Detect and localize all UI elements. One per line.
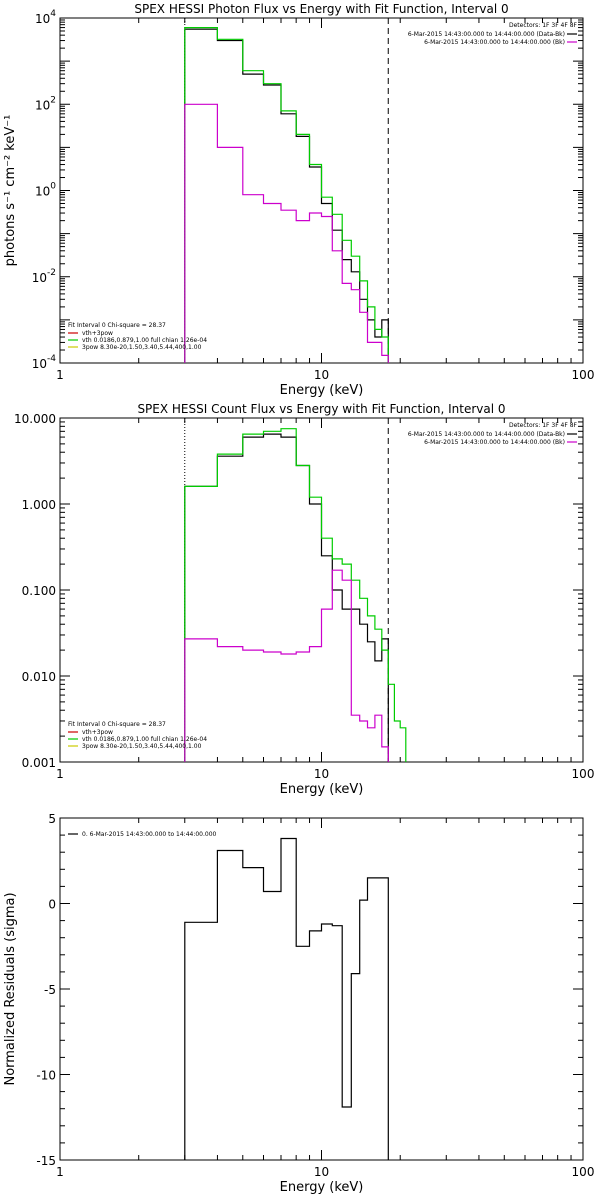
x-tick-label: 10 <box>314 767 329 781</box>
x-tick-label: 1 <box>56 368 64 382</box>
y-tick-label: 1.000 <box>22 498 56 512</box>
y-tick-label: -10 <box>36 1069 56 1083</box>
y-tick-label: 104 <box>35 9 56 26</box>
y-tick-label: 0.001 <box>22 756 56 770</box>
y-axis-label: photons s⁻¹ cm⁻² keV⁻¹ <box>3 115 18 267</box>
y-axis-label: Normalized Residuals (sigma) <box>3 892 18 1085</box>
x-tick-label: 100 <box>572 368 595 382</box>
series-line-0 <box>184 28 389 363</box>
x-tick-label: 1 <box>56 1165 64 1179</box>
y-tick-label: 5 <box>48 812 56 826</box>
series-line-2 <box>184 569 389 762</box>
x-tick-label: 10 <box>314 1165 329 1179</box>
y-tick-label: 0.100 <box>22 584 56 598</box>
fit-legend-entry: vth+3pow <box>82 330 113 337</box>
y-tick-label: 102 <box>35 95 56 112</box>
fit-legend-entry: 3pow 8.30e-20,1.50,3.40,5.44,400,1.00 <box>82 344 202 351</box>
legend-entry: 6-Mar-2015 14:43:00.000 to 14:44:00.000 … <box>424 39 565 46</box>
x-tick-label: 100 <box>572 1165 595 1179</box>
series-line-0 <box>184 433 389 762</box>
series-line-2 <box>184 103 389 363</box>
chart-title: SPEX HESSI Count Flux vs Energy with Fit… <box>137 402 505 416</box>
y-tick-label: 0 <box>48 898 56 912</box>
x-tick-label: 1 <box>56 767 64 781</box>
y-tick-label: -5 <box>44 983 56 997</box>
series-line-1 <box>184 428 407 762</box>
fit-legend-header: Fit Interval 0 Chi-square = 28.37 <box>68 721 166 728</box>
y-tick-label: 10-4 <box>32 354 57 371</box>
x-axis-label: Energy (keV) <box>280 383 364 398</box>
legend-entry: 6-Mar-2015 14:43:00.000 to 14:44:00.000 … <box>424 439 565 446</box>
residual-legend-entry: 0. 6-Mar-2015 14:43:00.000 to 14:44:00.0… <box>82 831 217 838</box>
plot-frame <box>59 817 584 1161</box>
y-tick-label: -15 <box>36 1154 56 1168</box>
x-axis-label: Energy (keV) <box>280 782 364 797</box>
fit-legend-header: Fit Interval 0 Chi-square = 28.37 <box>68 322 166 329</box>
y-tick-label: 10-2 <box>32 268 56 285</box>
chart-panel-1: SPEX HESSI Count Flux vs Energy with Fit… <box>14 402 594 797</box>
fit-legend-entry: vth+3pow <box>82 729 113 736</box>
chart-title: SPEX HESSI Photon Flux vs Energy with Fi… <box>134 2 508 16</box>
plot-frame <box>59 417 584 763</box>
fit-legend-entry: vth 0.0186,0.879,1.00 full chian 1.26e-0… <box>82 736 207 743</box>
series-line-0 <box>184 837 389 1160</box>
legend-header: Detectors: 1F 3F 4F 8F <box>509 422 578 429</box>
y-tick-label: 10.000 <box>14 412 56 426</box>
legend-entry: 6-Mar-2015 14:43:00.000 to 14:44:00.000 … <box>408 431 565 438</box>
fit-legend-entry: 3pow 8.30e-20,1.50,3.40,5.44,400,1.00 <box>82 743 202 750</box>
x-tick-label: 100 <box>572 767 595 781</box>
y-tick-label: 0.010 <box>22 670 56 684</box>
series-line-1 <box>184 27 389 363</box>
chart-panel-2: 1 10 100 Energy (keV) -15 -10 -5 0 5 Normalized R… <box>3 812 594 1195</box>
legend-header: Detectors: 1F 3F 4F 8F <box>509 22 578 29</box>
y-tick-label: 100 <box>35 182 56 199</box>
fit-legend-entry: vth 0.0186,0.879,1.00 full chian 1.26e-0… <box>82 337 207 344</box>
legend-entry: 6-Mar-2015 14:43:00.000 to 14:44:00.000 … <box>408 31 565 38</box>
x-axis-label: Energy (keV) <box>280 1180 364 1195</box>
chart-panel-0: SPEX HESSI Photon Flux vs Energy with Fi… <box>3 2 594 398</box>
x-tick-label: 10 <box>314 368 329 382</box>
